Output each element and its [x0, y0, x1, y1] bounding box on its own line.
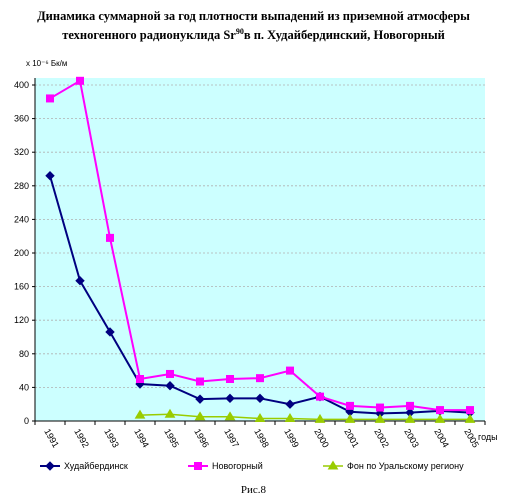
point-series-1-1995	[165, 381, 175, 391]
point-series-2-2001	[346, 401, 354, 410]
y-axis-unit-label: x 10⁻⁶ Бк/м	[26, 59, 67, 68]
y-tick-label-280: 280	[14, 181, 29, 191]
point-series-2-1999	[286, 366, 294, 375]
point-series-2-1997	[226, 375, 234, 383]
x-tick-label-1996: 1996	[192, 427, 211, 449]
point-series-2-1991	[46, 94, 54, 103]
chart-title-superscript: 90	[235, 27, 244, 36]
point-series-3-2004	[434, 413, 446, 423]
chart-title-line-2: техногенного радионуклида Sr90в п. Худай…	[0, 24, 507, 43]
point-series-1-1992	[75, 276, 85, 286]
x-tick-label-1998: 1998	[252, 427, 271, 449]
y-tick-label-120: 120	[14, 315, 29, 325]
point-series-2-2003	[406, 401, 414, 410]
point-series-2-1995	[166, 369, 174, 378]
point-series-3-2002	[374, 413, 386, 423]
x-tick-label-1997: 1997	[222, 427, 241, 449]
point-series-2-2005	[466, 406, 474, 415]
y-tick-label-160: 160	[14, 282, 29, 292]
point-series-3-2001	[344, 413, 356, 423]
point-series-2-1993	[106, 233, 114, 242]
chart-title: Динамика суммарной за год плотности выпа…	[0, 8, 507, 43]
point-series-2-2000	[316, 392, 324, 401]
point-series-1-1993	[105, 327, 115, 337]
point-series-3-1999	[284, 413, 296, 422]
point-series-2-2004	[436, 406, 444, 415]
point-series-2-2002	[376, 403, 384, 412]
point-series-2-1998	[256, 374, 264, 383]
y-tick-label-320: 320	[14, 147, 29, 157]
point-series-1-1999	[285, 399, 295, 409]
point-series-3-1995	[164, 408, 176, 418]
legend-label-1: Худайбердинск	[64, 461, 128, 471]
point-series-3-1998	[254, 413, 266, 422]
point-series-3-2000	[314, 413, 326, 423]
y-tick-label-80: 80	[19, 349, 29, 359]
x-tick-label-1995: 1995	[162, 427, 181, 449]
x-tick-label-1999: 1999	[282, 427, 301, 449]
x-tick-label-2002: 2002	[372, 427, 391, 449]
chart-title-line-2-text: техногенного радионуклида Sr	[62, 28, 236, 43]
x-tick-label-2000: 2000	[312, 427, 331, 449]
x-tick-label-1992: 1992	[72, 427, 91, 449]
point-series-1-1996	[195, 394, 205, 404]
point-series-2-1994	[136, 375, 144, 383]
point-series-3-1994	[134, 409, 146, 419]
point-series-2-1996	[196, 377, 204, 386]
y-tick-label-400: 400	[14, 80, 29, 90]
y-tick-label-200: 200	[14, 248, 29, 258]
x-tick-label-1994: 1994	[132, 427, 151, 449]
x-tick-label-1993: 1993	[102, 427, 121, 449]
y-tick-label-40: 40	[19, 382, 29, 392]
series-line-3	[139, 413, 470, 421]
point-series-1-1998	[255, 393, 265, 404]
chart-title-line-2-location: в п. Худайбердинский, Новогорный	[243, 28, 445, 43]
y-tick-label-240: 240	[14, 214, 29, 224]
plot-area	[35, 78, 485, 421]
legend-marker-3	[327, 460, 339, 470]
legend-marker-2	[194, 462, 202, 470]
figure-caption: Рис.8	[240, 484, 267, 496]
point-series-1-1991	[45, 171, 55, 181]
legend-marker-1	[45, 461, 55, 471]
point-series-3-1996	[194, 411, 206, 421]
point-series-3-2003	[404, 413, 416, 423]
legend-label-2: Новогорный	[212, 461, 263, 471]
x-tick-label-2001: 2001	[342, 427, 361, 449]
x-axis-label: годы	[478, 432, 498, 442]
x-tick-label-2004: 2004	[432, 427, 451, 449]
point-series-3-1997	[224, 411, 236, 421]
point-series-2-1992	[76, 76, 84, 85]
chart-title-line-1: Динамика суммарной за год плотности выпа…	[37, 9, 470, 23]
legend-label-3: Фон по Уральскому региону	[347, 461, 464, 471]
x-tick-label-2003: 2003	[402, 427, 421, 449]
y-tick-label-360: 360	[14, 114, 29, 124]
y-tick-label-0: 0	[24, 416, 29, 426]
point-series-1-1997	[225, 393, 235, 404]
point-series-3-2005	[464, 413, 476, 423]
x-tick-label-1991: 1991	[42, 427, 61, 449]
